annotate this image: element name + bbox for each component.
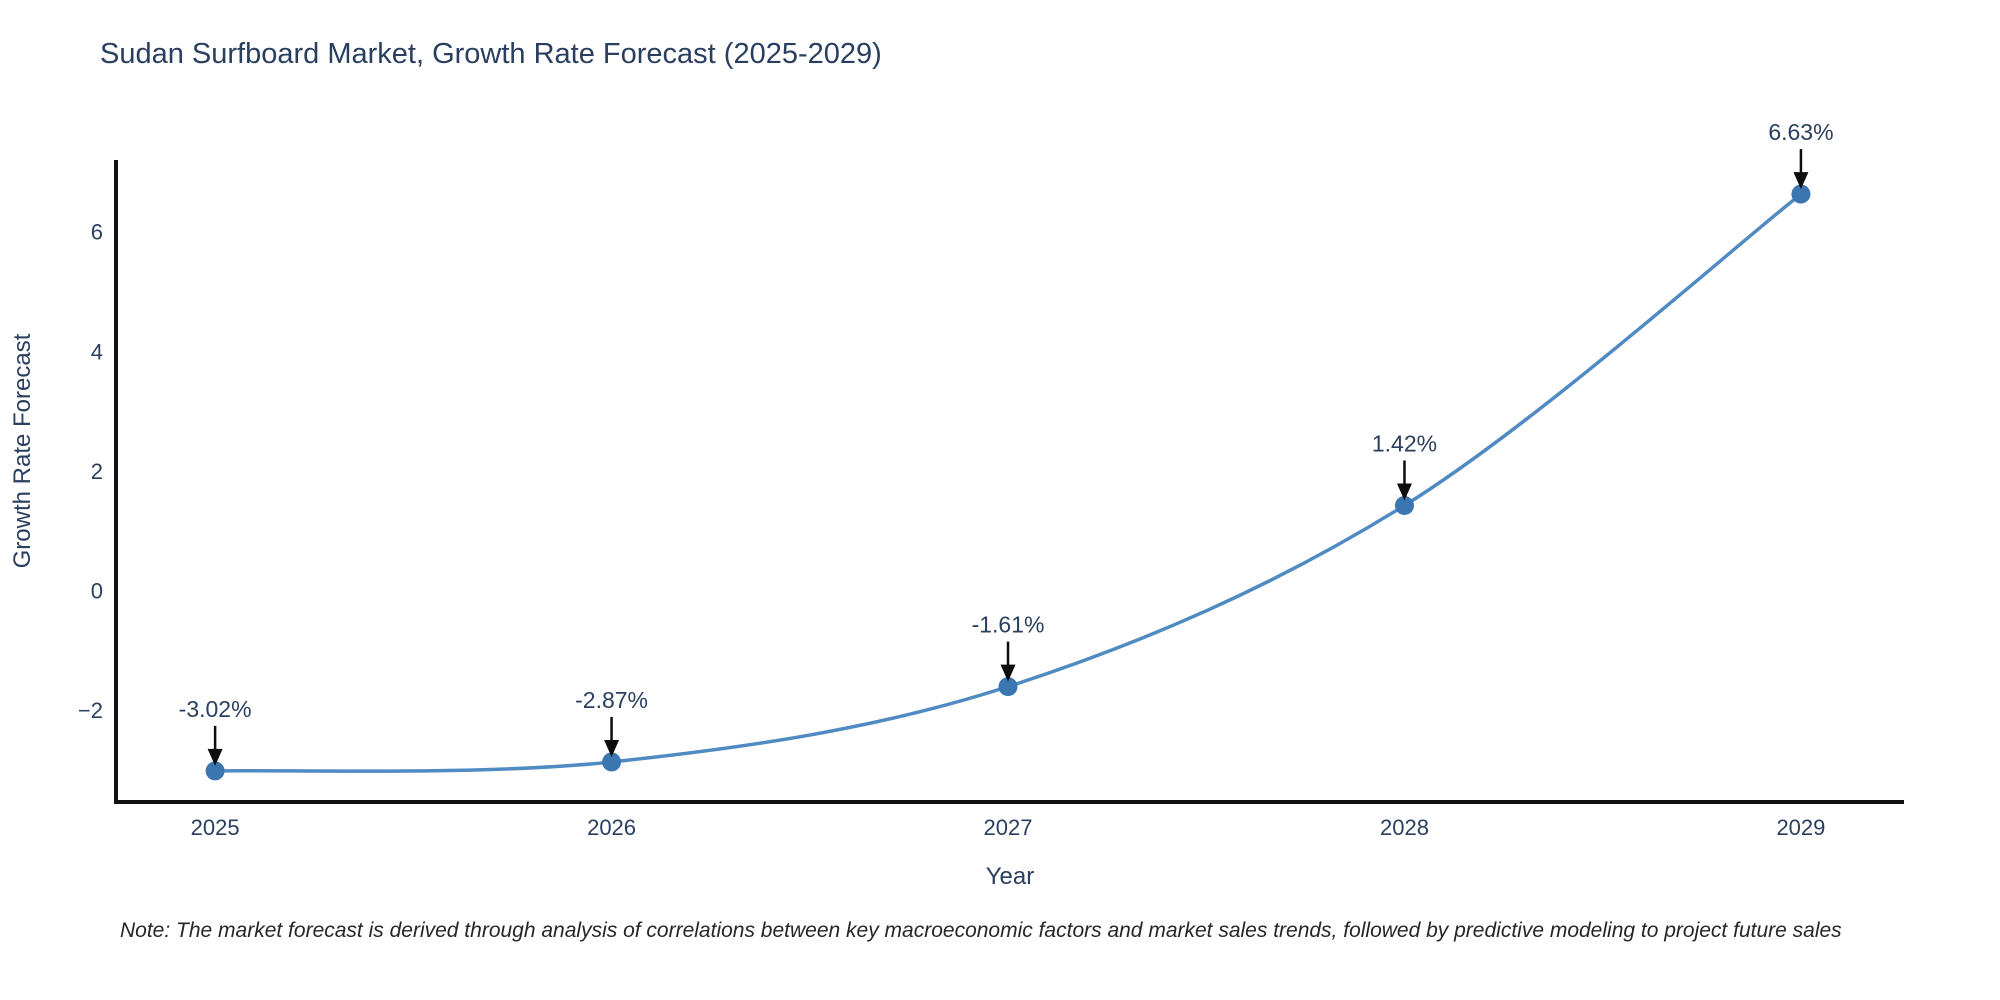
x-tick-label: 2029 xyxy=(1776,815,1825,840)
annotation-arrowhead xyxy=(1793,172,1809,190)
point-value-label: 1.42% xyxy=(1372,431,1437,457)
x-tick-label: 2025 xyxy=(191,815,240,840)
x-tick-label: 2028 xyxy=(1380,815,1429,840)
annotation-arrowhead xyxy=(207,748,223,766)
data-point-2029[interactable] xyxy=(1791,184,1811,204)
point-value-label: -2.87% xyxy=(575,687,648,713)
chart-title: Sudan Surfboard Market, Growth Rate Fore… xyxy=(100,38,882,70)
annotation-arrowhead xyxy=(1396,483,1412,501)
y-axis-title: Growth Rate Forecast xyxy=(9,333,36,568)
y-tick-label: 2 xyxy=(91,459,103,484)
data-point-2025[interactable] xyxy=(205,761,225,781)
data-point-2026[interactable] xyxy=(602,752,622,772)
forecast-line xyxy=(213,192,1803,773)
y-tick-label: 6 xyxy=(91,220,103,245)
footnote: Note: The market forecast is derived thr… xyxy=(120,919,1842,942)
y-tick-label: −2 xyxy=(78,698,103,723)
x-axis-title: Year xyxy=(986,863,1035,890)
annotation-arrowhead xyxy=(1000,664,1016,682)
annotation-arrowhead xyxy=(604,739,620,757)
point-value-label: -1.61% xyxy=(972,612,1045,638)
x-tick-label: 2027 xyxy=(984,815,1033,840)
x-tick-label: 2026 xyxy=(587,815,636,840)
y-tick-label: 0 xyxy=(91,578,103,603)
data-point-2028[interactable] xyxy=(1394,496,1414,516)
y-tick-label: 4 xyxy=(91,339,103,364)
data-point-2027[interactable] xyxy=(998,677,1018,697)
point-value-label: -3.02% xyxy=(179,696,252,722)
point-value-label: 6.63% xyxy=(1768,119,1833,145)
